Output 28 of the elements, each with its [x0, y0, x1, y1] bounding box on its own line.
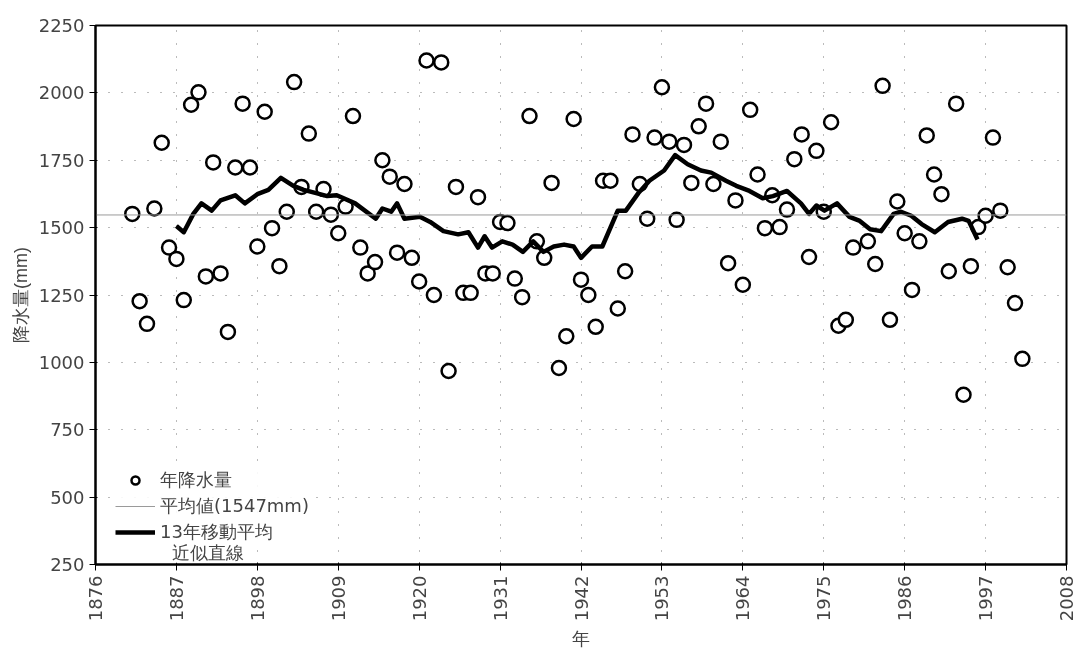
- y-tick-label: 1000: [38, 351, 85, 373]
- y-tick-label: 750: [50, 419, 85, 441]
- y-tick-label: 2250: [38, 15, 85, 36]
- annotation: 近似直線: [171, 541, 244, 563]
- x-tick-label: 1931: [489, 575, 511, 622]
- x-tick-label: 1964: [732, 575, 754, 622]
- x-tick-label: 2008: [1056, 575, 1077, 622]
- x-tick-label: 1997: [975, 575, 997, 622]
- x-tick-label: 1920: [408, 575, 430, 622]
- legend-label: 平均値(1547mm): [160, 494, 309, 518]
- y-tick-label: 2000: [38, 82, 85, 104]
- x-tick-label: 1876: [85, 575, 106, 622]
- x-tick-label: 1953: [651, 575, 673, 622]
- legend-label: 13年移動平均: [160, 520, 273, 544]
- x-tick-label: 1986: [894, 575, 916, 622]
- y-tick-label: 250: [50, 554, 85, 575]
- y-tick-label: 1750: [38, 149, 85, 171]
- x-tick-label: 1975: [813, 575, 835, 622]
- x-tick-label: 1909: [327, 575, 349, 622]
- x-axis-title: 年: [572, 629, 590, 650]
- legend-label: 年降水量: [160, 468, 232, 492]
- y-tick-label: 500: [50, 486, 85, 508]
- y-axis-title: 降水量(mm): [10, 247, 31, 343]
- x-tick-label: 1942: [570, 575, 592, 622]
- x-tick-label: 1887: [165, 575, 187, 622]
- x-tick-label: 1898: [246, 575, 268, 622]
- y-tick-label: 1250: [38, 284, 85, 306]
- y-tick-label: 1500: [38, 217, 85, 239]
